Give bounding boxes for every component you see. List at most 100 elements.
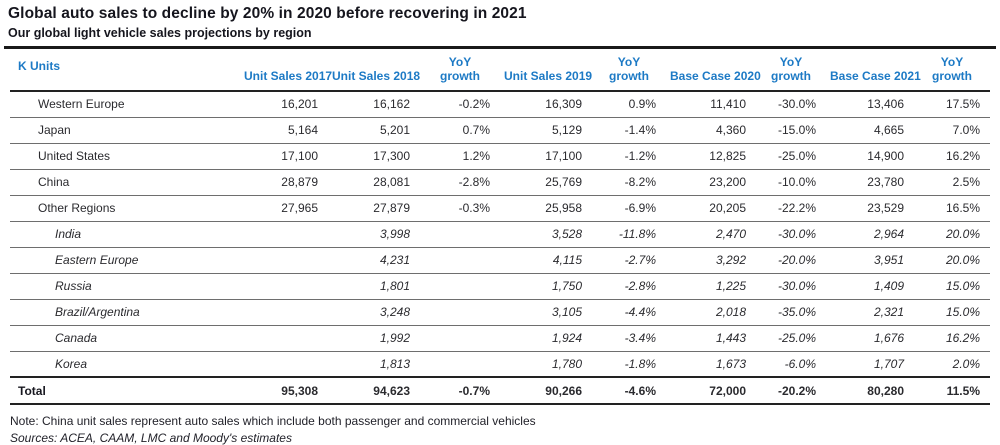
- region-cell: Brazil/Argentina: [55, 305, 140, 319]
- value-cell: 3,105: [551, 305, 582, 319]
- value-cell: 14,900: [867, 149, 904, 163]
- table-row: United States 17,100 17,300 1.2% 17,100 -1.2%…: [10, 143, 990, 169]
- total-value-cell: 95,308: [281, 383, 318, 398]
- value-cell: 1,676: [873, 331, 904, 345]
- table-row: Eastern Europe 4,231 4,115 -2.7% 3,292 -20.0%…: [10, 247, 990, 273]
- value-cell: 15.0%: [945, 279, 980, 293]
- column-header: Unit Sales 2018: [332, 69, 421, 83]
- value-cell: 20.0%: [945, 253, 980, 267]
- total-value-cell: -20.2%: [777, 383, 816, 398]
- region-cell: Other Regions: [38, 201, 116, 215]
- table-row: Brazil/Argentina 3,248 3,105 -4.4% 2,018 -35.…: [10, 299, 990, 325]
- value-cell: 16,201: [281, 97, 318, 112]
- divider-rule: [4, 46, 996, 49]
- value-cell: 15.0%: [945, 305, 980, 319]
- value-cell: 23,529: [867, 201, 904, 215]
- value-cell: [420, 247, 500, 273]
- column-header: YoY growth: [771, 55, 811, 83]
- value-cell: 3,528: [551, 227, 582, 241]
- region-cell: Russia: [55, 279, 92, 293]
- column-header: YoY growth: [609, 55, 649, 83]
- value-cell: -20.0%: [777, 253, 816, 267]
- value-cell: 2.0%: [952, 356, 980, 371]
- value-cell: 2,018: [715, 305, 746, 319]
- value-cell: -35.0%: [777, 305, 816, 319]
- table-row: Canada 1,992 1,924 -3.4% 1,443 -25.0% 1,676 16.…: [10, 325, 990, 351]
- value-cell: 2.5%: [952, 175, 980, 189]
- value-cell: [240, 325, 328, 351]
- page-title: Global auto sales to decline by 20% in 2…: [8, 5, 527, 22]
- value-cell: 1,780: [551, 356, 582, 371]
- value-cell: 2,964: [873, 227, 904, 241]
- value-cell: 27,879: [373, 201, 410, 215]
- value-cell: 17,300: [373, 149, 410, 163]
- value-cell: 5,164: [287, 123, 318, 137]
- value-cell: 12,825: [709, 149, 746, 163]
- value-cell: 1,750: [551, 279, 582, 293]
- region-cell: Eastern Europe: [55, 253, 139, 267]
- total-value-cell: 94,623: [373, 383, 410, 398]
- value-cell: 23,780: [867, 175, 904, 189]
- value-cell: 4,665: [873, 123, 904, 137]
- value-cell: -11.8%: [618, 227, 656, 241]
- value-cell: 20,205: [709, 201, 746, 215]
- value-cell: -22.2%: [777, 201, 816, 215]
- value-cell: [240, 351, 328, 377]
- total-value-cell: 72,000: [709, 383, 746, 398]
- value-cell: [420, 325, 500, 351]
- column-header: Unit Sales 2017: [244, 69, 333, 83]
- region-cell: China: [38, 175, 70, 189]
- value-cell: 16,162: [373, 97, 410, 112]
- region-cell: Canada: [55, 331, 98, 345]
- unit-label: K Units: [18, 59, 60, 73]
- column-header: Base Case 2021: [830, 69, 921, 83]
- value-cell: 5,129: [551, 123, 582, 137]
- table-header-row: K Units Unit Sales 2017 Unit Sales 2018 Yo…: [10, 49, 990, 91]
- total-row: Total 95,308 94,623 -0.7% 90,266 -4.6% 72,000…: [10, 377, 990, 404]
- value-cell: 11,410: [710, 97, 746, 112]
- value-cell: -1.4%: [624, 123, 656, 137]
- value-cell: 3,292: [715, 253, 746, 267]
- region-cell: Western Europe: [38, 97, 125, 112]
- value-cell: 17,100: [545, 149, 582, 163]
- value-cell: [420, 273, 500, 299]
- value-cell: -2.8%: [624, 279, 656, 293]
- value-cell: -10.0%: [777, 175, 816, 189]
- value-cell: 13,406: [867, 97, 904, 112]
- table-row: China 28,879 28,081 -2.8% 25,769 -8.2% 23,200 -…: [10, 169, 990, 195]
- value-cell: -15.0%: [777, 123, 816, 137]
- total-value-cell: 11.5%: [946, 383, 980, 398]
- value-cell: -25.0%: [777, 149, 816, 163]
- value-cell: 27,965: [281, 201, 318, 215]
- value-cell: 28,879: [281, 175, 318, 189]
- value-cell: [240, 247, 328, 273]
- value-cell: 17,100: [281, 149, 318, 163]
- value-cell: -30.0%: [777, 97, 816, 112]
- value-cell: 4,231: [379, 253, 410, 267]
- value-cell: -2.7%: [624, 253, 656, 267]
- value-cell: -1.8%: [624, 356, 656, 371]
- value-cell: [240, 273, 328, 299]
- value-cell: 4,115: [552, 253, 582, 267]
- value-cell: -25.0%: [777, 331, 816, 345]
- column-header: YoY growth: [932, 55, 972, 83]
- value-cell: 2,470: [715, 227, 746, 241]
- value-cell: 0.7%: [462, 123, 490, 137]
- value-cell: -30.0%: [777, 227, 816, 241]
- value-cell: -0.3%: [458, 201, 490, 215]
- column-header: Unit Sales 2019: [504, 69, 593, 83]
- total-value-cell: -0.7%: [458, 383, 490, 398]
- value-cell: [240, 299, 328, 325]
- value-cell: 3,951: [873, 253, 904, 267]
- value-cell: 1,225: [715, 279, 746, 293]
- value-cell: 1,673: [715, 356, 746, 371]
- value-cell: 23,200: [709, 175, 746, 189]
- total-label: Total: [18, 383, 46, 398]
- value-cell: 1,924: [551, 331, 582, 345]
- table-row: Western Europe 16,201 16,162 -0.2% 16,309 0.9…: [10, 91, 990, 117]
- value-cell: [420, 351, 500, 377]
- total-value-cell: -4.6%: [624, 383, 656, 398]
- value-cell: 1,707: [873, 356, 904, 371]
- value-cell: 1,992: [379, 331, 410, 345]
